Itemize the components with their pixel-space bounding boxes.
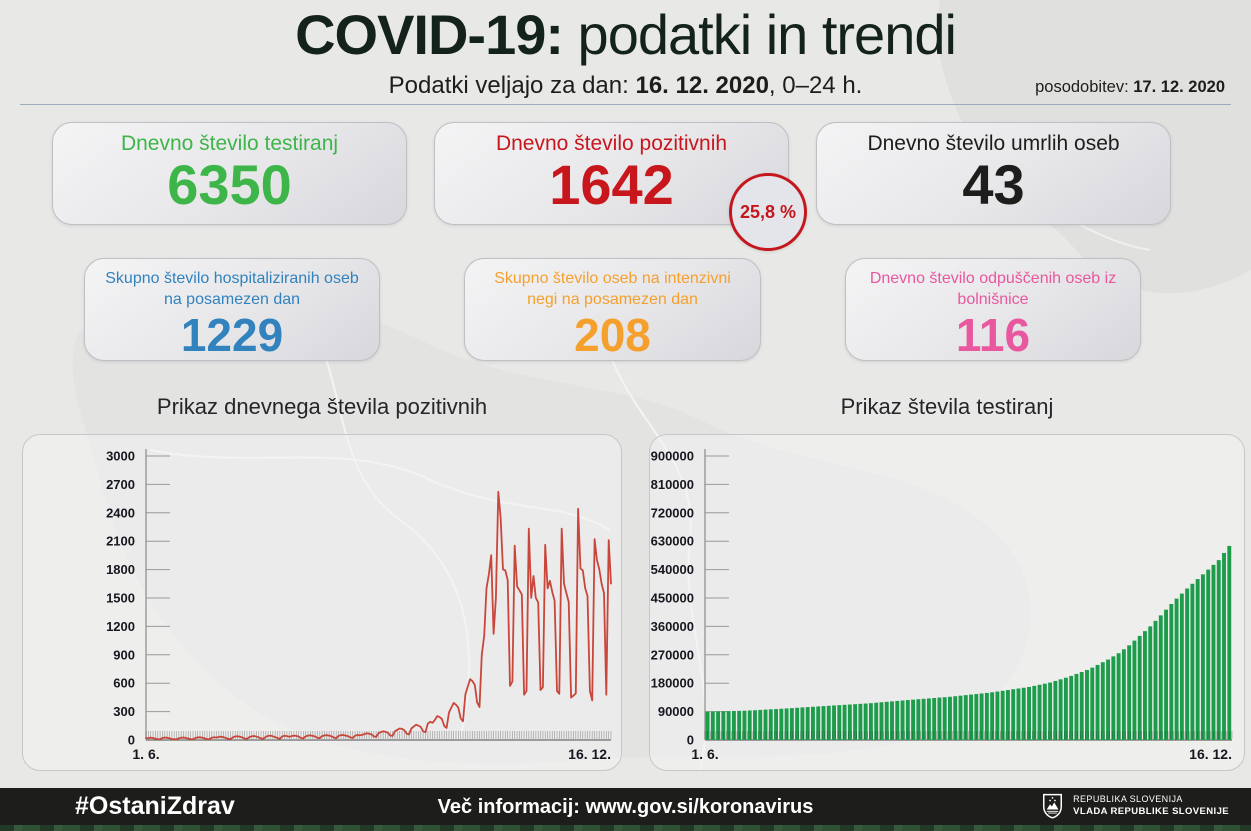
svg-text:540000: 540000 <box>651 562 694 577</box>
svg-text:900: 900 <box>113 647 135 662</box>
header-divider <box>20 104 1231 105</box>
page-title-main: COVID-19: <box>295 3 564 66</box>
svg-text:450000: 450000 <box>651 591 694 606</box>
svg-text:90000: 90000 <box>658 704 694 719</box>
page-title-sub: podatki in trendi <box>563 3 957 66</box>
card-hospitalized-label: Skupno število hospitaliziranih oseb na … <box>105 270 359 308</box>
svg-text:180000: 180000 <box>651 676 694 691</box>
tests-chart-panel: 0 90000 180000 270000 360000 450000 540000 6300… <box>649 434 1245 771</box>
card-daily-deaths-label: Dnevno število umrlih oseb <box>867 132 1120 155</box>
svg-text:720000: 720000 <box>651 505 694 520</box>
data-date-value: 16. 12. 2020 <box>635 71 769 99</box>
svg-text:0: 0 <box>687 733 694 748</box>
update-date-line: posodobitev: 17. 12. 2020 <box>1035 78 1225 97</box>
svg-text:16. 12.: 16. 12. <box>568 746 611 762</box>
svg-text:2700: 2700 <box>106 477 135 492</box>
svg-text:900000: 900000 <box>651 449 694 464</box>
card-icu-label: Skupno število oseb na intenzivni negi n… <box>494 270 731 308</box>
info-url-text: Več informacij: www.gov.si/koronavirus <box>437 796 814 818</box>
footer-bar: #OstaniZdrav Več informacij: www.gov.si/… <box>0 788 1251 825</box>
hashtag-ostanizdrav: #OstaniZdrav <box>75 792 235 820</box>
svg-text:300: 300 <box>113 704 135 719</box>
data-date-suffix: , 0–24 h. <box>768 71 863 99</box>
svg-text:2100: 2100 <box>106 534 135 549</box>
tests-bar-chart: 0 90000 180000 270000 360000 450000 540000 6300… <box>651 449 1233 762</box>
header: COVID-19: podatki in trendi Podatki velj… <box>0 0 1251 105</box>
card-daily-tests: Dnevno število testiranj 6350 <box>52 122 407 225</box>
svg-text:2400: 2400 <box>106 505 135 520</box>
card-hospitalized-value: 1229 <box>180 308 284 361</box>
svg-text:16. 12.: 16. 12. <box>1189 746 1232 762</box>
gov-text: REPUBLIKA SLOVENIJA VLADA REPUBLIKE SLOV… <box>1073 794 1229 817</box>
gov-line2: VLADA REPUBLIKE SLOVENIJE <box>1073 805 1229 817</box>
card-discharged-label: Dnevno število odpuščenih oseb iz bolniš… <box>869 270 1117 308</box>
svg-text:0: 0 <box>128 733 135 748</box>
data-date-line: Podatki veljajo za dan: 16. 12. 2020, 0–… <box>0 72 1251 100</box>
gov-brand: REPUBLIKA SLOVENIJA VLADA REPUBLIKE SLOV… <box>1042 793 1229 819</box>
positives-chart-title: Prikaz dnevnega števila pozitivnih <box>156 394 488 419</box>
svg-text:1800: 1800 <box>106 562 135 577</box>
positives-chart-panel: 0 300 600 900 1200 1500 1800 2100 2400 2700 3000 1.… <box>22 434 622 771</box>
svg-text:630000: 630000 <box>651 534 694 549</box>
svg-text:1200: 1200 <box>106 619 135 634</box>
card-discharged: Dnevno število odpuščenih oseb iz bolniš… <box>845 258 1141 361</box>
card-icu-value: 208 <box>574 308 651 361</box>
update-label: posodobitev: <box>1035 78 1134 96</box>
svg-text:1. 6.: 1. 6. <box>132 746 159 762</box>
bottom-green-strip <box>0 825 1251 831</box>
card-daily-tests-label: Dnevno število testiranj <box>120 132 339 155</box>
data-date-prefix: Podatki veljajo za dan: <box>388 71 636 99</box>
svg-text:600: 600 <box>113 676 135 691</box>
svg-text:270000: 270000 <box>651 647 694 662</box>
card-daily-deaths-value: 43 <box>962 153 1025 216</box>
svg-text:810000: 810000 <box>651 477 694 492</box>
card-hospitalized: Skupno število hospitaliziranih oseb na … <box>84 258 380 361</box>
svg-text:3000: 3000 <box>106 449 135 464</box>
update-date-value: 17. 12. 2020 <box>1133 78 1225 96</box>
positives-line-chart: 0 300 600 900 1200 1500 1800 2100 2400 2700 3000 1.… <box>106 449 612 762</box>
positivity-rate-value: 25,8 % <box>739 201 797 222</box>
slovenia-coat-of-arms-icon <box>1043 793 1063 819</box>
gov-line1: REPUBLIKA SLOVENIJA <box>1073 794 1183 805</box>
positivity-rate-badge: 25,8 % <box>729 173 807 251</box>
positives-chart-block: Prikaz dnevnega števila pozitivnih 0 300 6… <box>22 394 622 771</box>
page-title: COVID-19: podatki in trendi <box>0 3 1251 66</box>
card-daily-positives-label: Dnevno število pozitivnih <box>495 132 728 155</box>
svg-text:1500: 1500 <box>106 591 135 606</box>
card-daily-positives-value: 1642 <box>549 153 674 216</box>
svg-text:1. 6.: 1. 6. <box>691 746 718 762</box>
card-discharged-value: 116 <box>955 308 1031 361</box>
tests-chart-title: Prikaz števila testiranj <box>840 394 1054 419</box>
tests-chart-block: Prikaz števila testiranj 0 90000 180000 270… <box>649 394 1245 771</box>
card-daily-tests-value: 6350 <box>167 153 292 216</box>
card-daily-deaths: Dnevno število umrlih oseb 43 <box>816 122 1171 225</box>
svg-text:360000: 360000 <box>651 619 694 634</box>
card-icu: Skupno število oseb na intenzivni negi n… <box>464 258 761 361</box>
